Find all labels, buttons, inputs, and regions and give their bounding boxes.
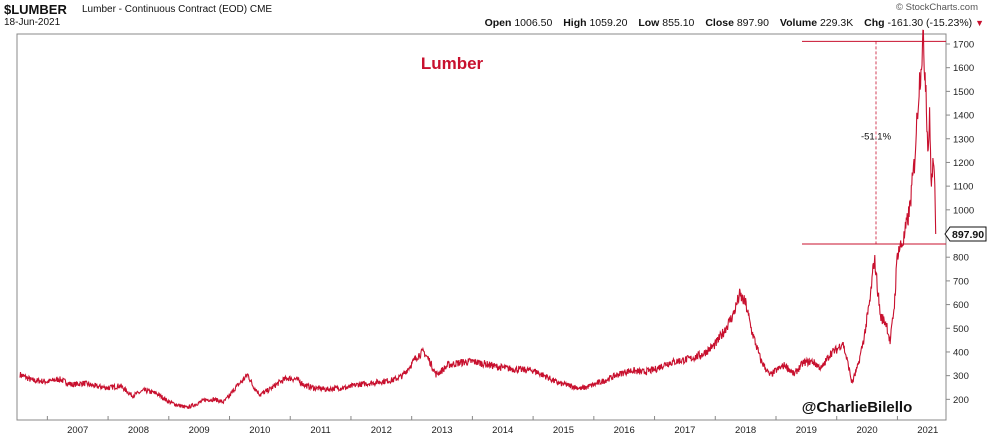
x-tick-label: 2016 (614, 425, 635, 436)
open-label: Open (484, 17, 512, 29)
y-tick-label: 500 (953, 324, 969, 335)
volume-value: 229.3K (819, 17, 854, 29)
y-axis: 2003004005006007008009001000110012001300… (946, 40, 974, 406)
x-tick-label: 2015 (553, 425, 574, 436)
x-tick-label: 2020 (856, 425, 877, 436)
low-value: 855.10 (662, 17, 695, 29)
close-label: Close (705, 17, 734, 29)
x-tick-label: 2013 (431, 425, 452, 436)
y-tick-label: 1000 (953, 205, 974, 216)
series-line-lumber (19, 29, 937, 410)
x-tick-label: 2007 (67, 425, 88, 436)
x-tick-label: 2014 (492, 425, 513, 436)
chg-label: Chg (864, 17, 885, 29)
y-tick-label: 300 (953, 371, 969, 382)
close-value: 897.90 (736, 17, 769, 29)
last-price-marker: 897.90 (944, 226, 987, 242)
y-tick-label: 1100 (953, 182, 973, 193)
y-tick-label: 1700 (953, 40, 974, 51)
x-axis: 2007 2008 2009 2010 2011 2012 2013 2014 2015 2016… (46, 416, 938, 436)
y-tick-label: 1200 (953, 158, 974, 169)
watermark: @CharlieBilello (802, 399, 913, 416)
x-tick-label: 2019 (796, 425, 817, 436)
chg-value: -161.30 (-15.23%) (887, 17, 973, 29)
y-tick-label: 200 (953, 395, 969, 406)
x-tick-label: 2010 (249, 425, 270, 436)
y-tick-label: 1400 (953, 111, 974, 122)
high-value: 1059.20 (589, 17, 628, 29)
chart-title: Lumber (421, 54, 484, 73)
y-tick-label: 1600 (953, 63, 974, 74)
contract-description: Lumber - Continuous Contract (EOD) CME (82, 4, 272, 15)
x-tick-label: 2012 (371, 425, 392, 436)
contract-name: Lumber - Continuous Contract (EOD) (82, 4, 248, 15)
y-tick-label: 400 (953, 347, 969, 358)
x-tick-label: 2009 (189, 425, 210, 436)
open-value: 1006.50 (514, 17, 553, 29)
y-tick-label: 1500 (953, 87, 974, 98)
low-label: Low (638, 17, 660, 29)
chart-date: 18-Jun-2021 (4, 17, 61, 28)
y-tick-label: 1300 (953, 134, 974, 145)
x-tick-label: 2021 (917, 425, 938, 436)
last-price-flag (944, 226, 987, 242)
brand-label[interactable]: © StockCharts.com (896, 2, 978, 13)
y-tick-label: 800 (953, 253, 969, 264)
down-triangle-icon: ▼ (975, 18, 984, 28)
x-tick-label: 2018 (735, 425, 756, 436)
chart-header: $LUMBER Lumber - Continuous Contract (EO… (0, 0, 990, 34)
y-tick-label: 700 (953, 276, 969, 287)
x-tick-label: 2017 (674, 425, 695, 436)
ohlc-summary: Open 1006.50 High 1059.20 Low 855.10 Clo… (485, 17, 984, 29)
y-tick-label: 600 (953, 300, 969, 311)
x-tick-label: 2008 (128, 425, 149, 436)
last-price-label: 897.90 (952, 229, 984, 241)
exchange-label: CME (249, 4, 273, 15)
drawdown-annotation: -51.1% (861, 132, 892, 143)
x-tick-label: 2011 (310, 425, 330, 436)
high-label: High (563, 17, 587, 29)
ticker-symbol: $LUMBER (4, 2, 67, 17)
volume-label: Volume (779, 17, 818, 29)
plot-area-border (16, 33, 947, 421)
